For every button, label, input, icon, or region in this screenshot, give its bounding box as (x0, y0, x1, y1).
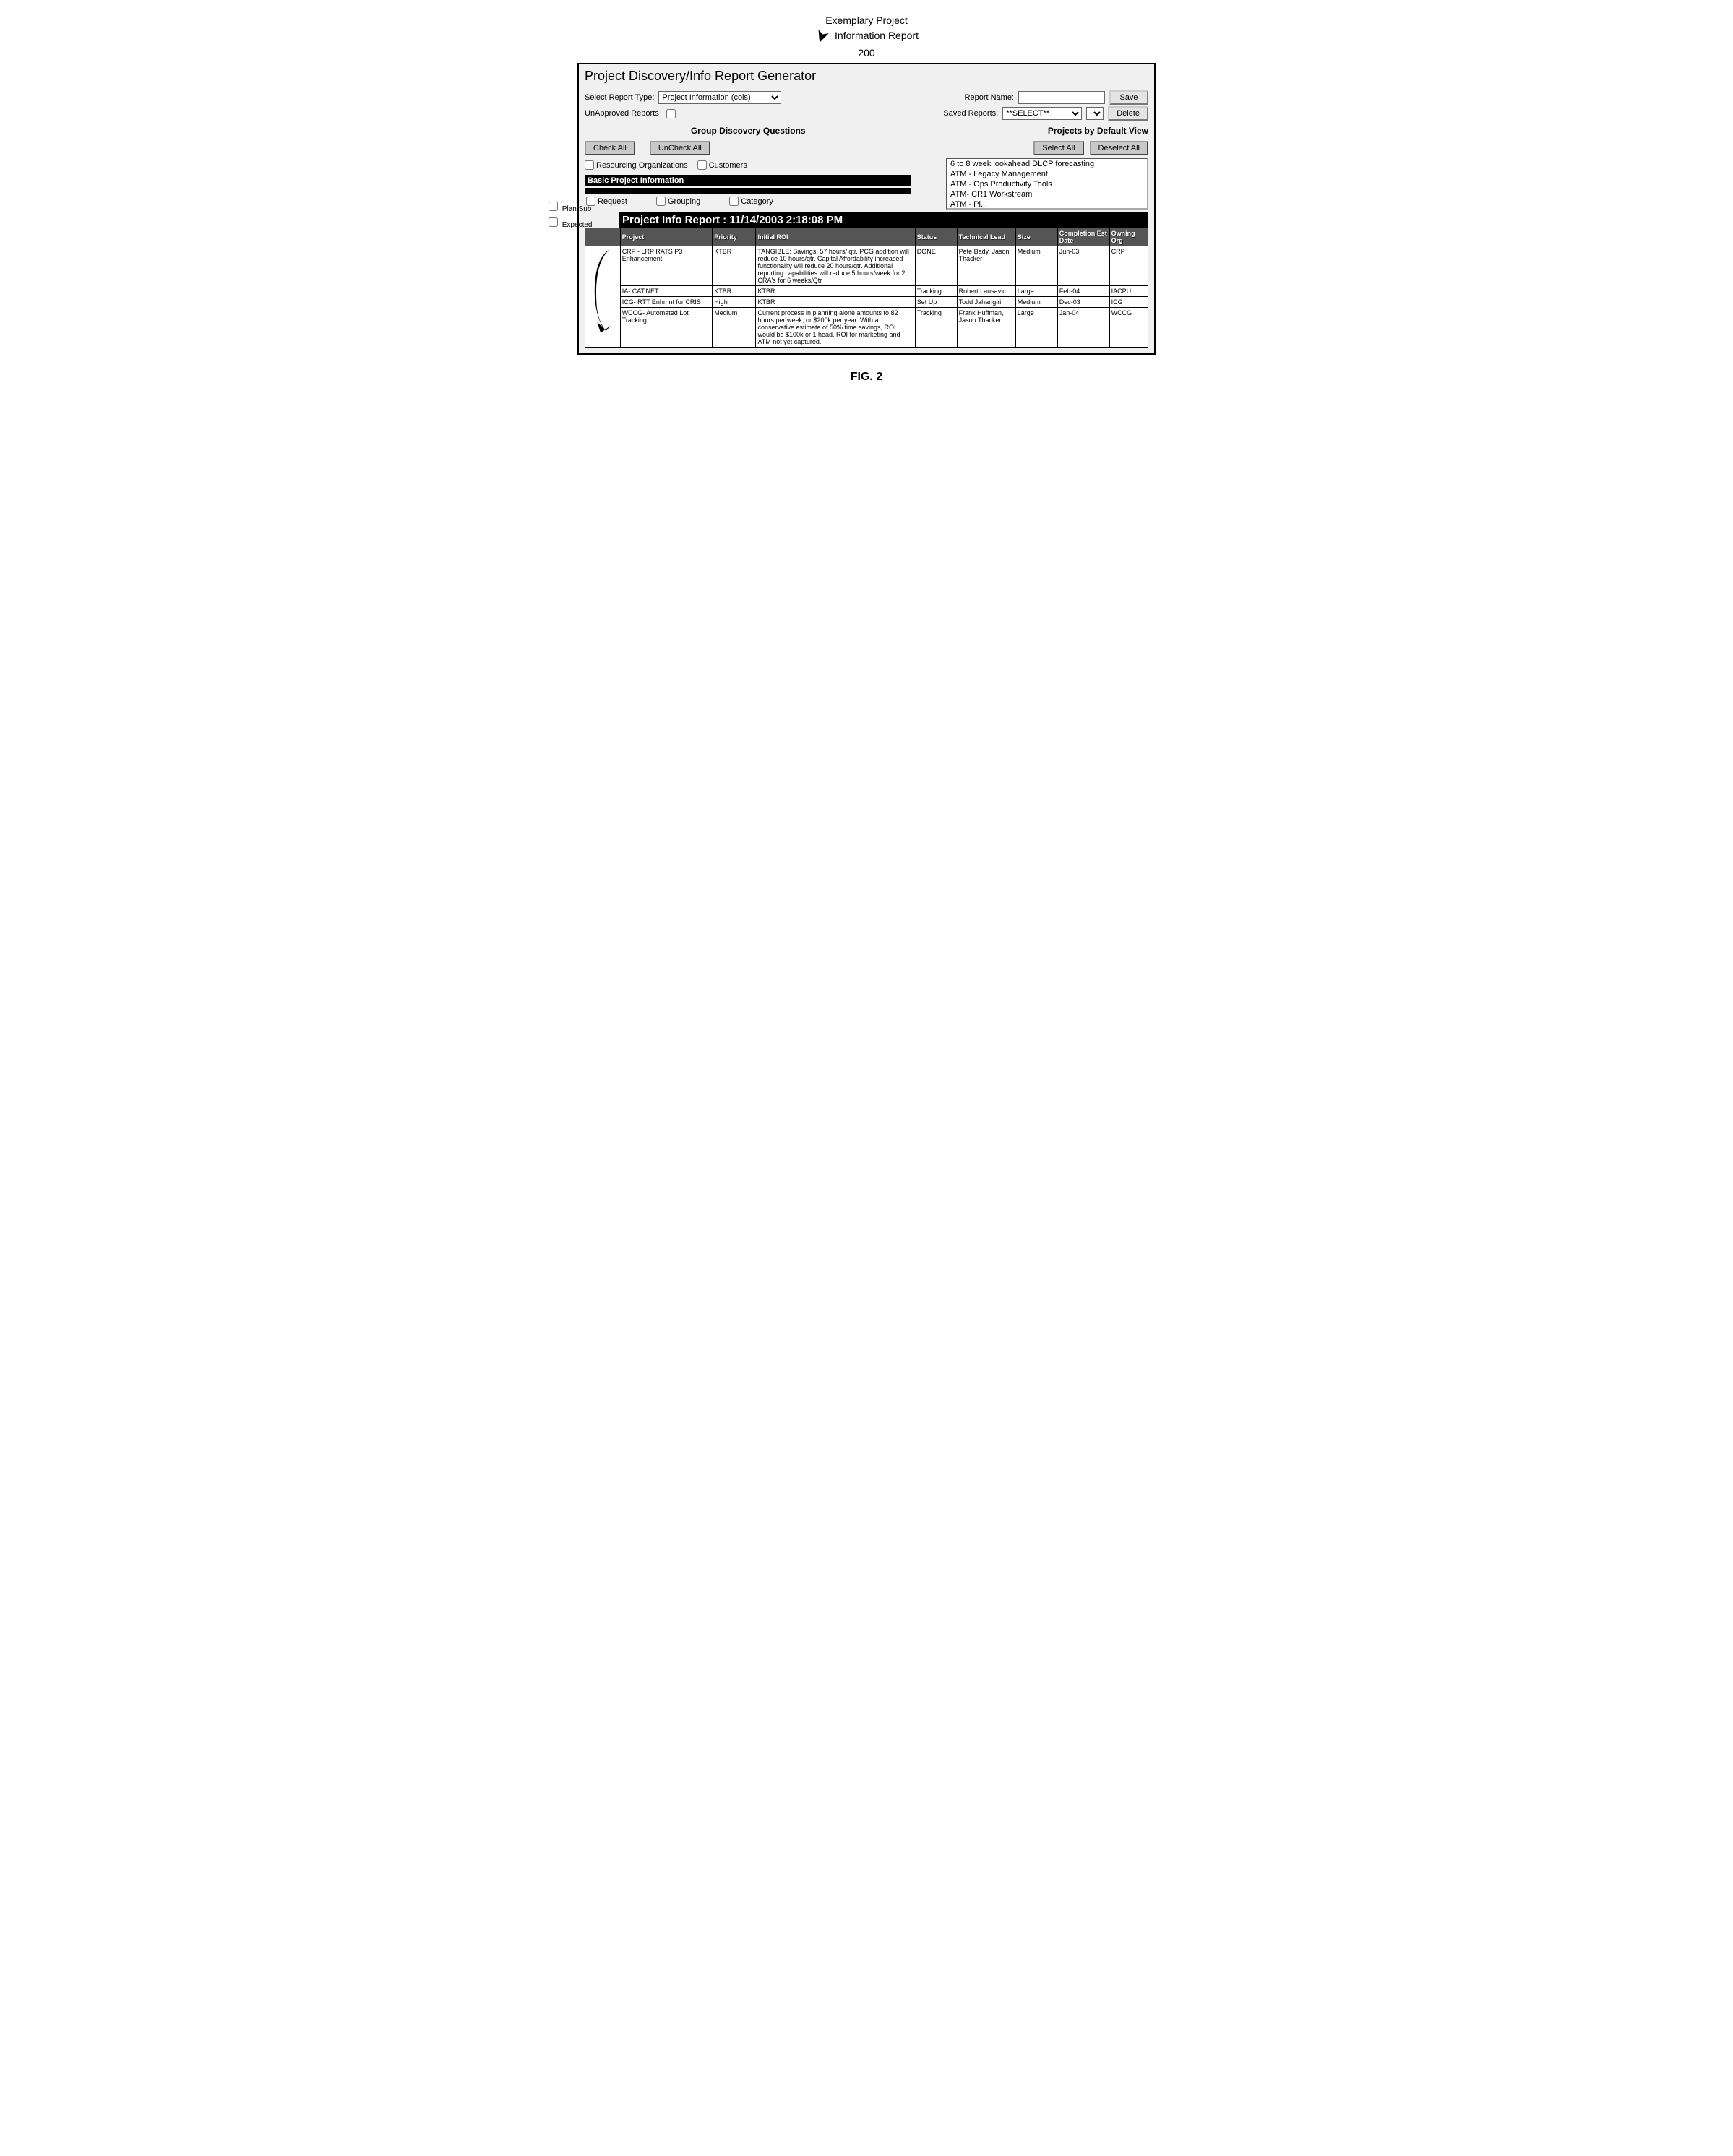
cell-lead: Pete Bady, Jason Thacker (957, 246, 1015, 286)
basic-project-info-band: Basic Project Information (585, 175, 911, 186)
report-header-band: Project Info Report : 11/14/2003 2:18:08… (619, 212, 1148, 228)
grouping-checkbox[interactable] (656, 197, 666, 206)
th-status: Status (915, 228, 957, 246)
report-generator-window: Project Discovery/Info Report Generator … (577, 63, 1156, 355)
report-timestamp: 11/14/2003 2:18:08 PM (729, 214, 843, 226)
projects-default-view-header: Projects by Default View (1048, 126, 1148, 136)
th-roi: Initial ROI (756, 228, 915, 246)
cell-status: DONE (915, 246, 957, 286)
cell-org: CRP (1109, 246, 1148, 286)
cell-completion: Jun-03 (1057, 246, 1109, 286)
list-item[interactable]: ATM - Legacy Management (947, 169, 1147, 179)
window-title: Project Discovery/Info Report Generator (585, 67, 1148, 87)
cell-project: WCCG- Automated Lot Tracking (620, 308, 713, 348)
cell-project: ICG- RTT Enhmnt for CRIS (620, 297, 713, 308)
report-name-label: Report Name: (965, 93, 1014, 102)
saved-reports-dropdown[interactable]: **SELECT** (1002, 107, 1082, 120)
cell-size: Large (1015, 286, 1057, 297)
cell-priority: KTBR (713, 246, 756, 286)
customers-label: Customers (709, 161, 747, 170)
cell-org: ICG (1109, 297, 1148, 308)
select-report-type-dropdown[interactable]: Project Information (cols) (658, 91, 781, 104)
th-project: Project (620, 228, 713, 246)
report-table: Project Priority Initial ROI Status Tech… (585, 228, 1148, 348)
list-item[interactable]: ATM - Pi... (947, 199, 1147, 210)
cell-completion: Dec-03 (1057, 297, 1109, 308)
list-item[interactable]: 6 to 8 week lookahead DLCP forecasting (947, 159, 1147, 169)
cell-lead: Robert Lausavic (957, 286, 1015, 297)
list-item[interactable]: ATM- CR1 Workstream (947, 189, 1147, 199)
figure-top-num: 200 (14, 47, 1719, 59)
category-checkbox[interactable] (729, 197, 739, 206)
unapproved-reports-checkbox[interactable] (666, 109, 676, 118)
cell-size: Medium (1015, 246, 1057, 286)
deselect-all-button[interactable]: Deselect All (1090, 141, 1148, 155)
figure-top-line2: Information Report (835, 30, 919, 41)
th-priority: Priority (713, 228, 756, 246)
request-label: Request (598, 197, 627, 206)
report-title-prefix: Project Info Report : (622, 214, 726, 226)
cell-roi: Current process in planning alone amount… (756, 308, 915, 348)
figure-top-line1: Exemplary Project (14, 14, 1719, 26)
cell-status: Tracking (915, 286, 957, 297)
cell-status: Set Up (915, 297, 957, 308)
swoosh-cell (585, 246, 621, 348)
cell-org: WCCG (1109, 308, 1148, 348)
table-row: IA- CAT.NET KTBR KTBR Tracking Robert La… (585, 286, 1148, 297)
check-all-button[interactable]: Check All (585, 141, 635, 155)
th-org: Owning Org (1109, 228, 1148, 246)
expected-label: Expected (562, 221, 593, 229)
cell-status: Tracking (915, 308, 957, 348)
list-item[interactable]: ATM - Ops Productivity Tools (947, 179, 1147, 189)
plan-sub-checkbox[interactable] (549, 202, 558, 211)
cell-roi: KTBR (756, 286, 915, 297)
th-lead: Technical Lead (957, 228, 1015, 246)
cell-priority: Medium (713, 308, 756, 348)
cell-completion: Jan-04 (1057, 308, 1109, 348)
save-button[interactable]: Save (1109, 90, 1148, 105)
cell-priority: High (713, 297, 756, 308)
saved-reports-label: Saved Reports: (943, 109, 998, 118)
cell-org: IACPU (1109, 286, 1148, 297)
select-all-button[interactable]: Select All (1033, 141, 1083, 155)
unapproved-reports-label: UnApproved Reports (585, 109, 659, 118)
figure-caption: FIG. 2 (14, 371, 1719, 384)
cell-roi: KTBR (756, 297, 915, 308)
table-row: WCCG- Automated Lot Tracking Medium Curr… (585, 308, 1148, 348)
cell-completion: Feb-04 (1057, 286, 1109, 297)
cell-lead: Todd Jahangiri (957, 297, 1015, 308)
uncheck-all-button[interactable]: UnCheck All (650, 141, 710, 155)
customers-checkbox[interactable] (697, 160, 707, 170)
arrow-icon: ➤ (809, 26, 834, 47)
figure-top-label: Exemplary Project ➤ Information Report 2… (14, 14, 1719, 59)
group-discovery-header: Group Discovery Questions (585, 126, 911, 136)
cutoff-checkboxes: Plan Sub Expected (546, 199, 592, 231)
resourcing-orgs-checkbox[interactable] (585, 160, 594, 170)
saved-reports-extra-dropdown[interactable] (1086, 107, 1104, 120)
cell-project: IA- CAT.NET (620, 286, 713, 297)
delete-button[interactable]: Delete (1108, 106, 1148, 121)
plan-sub-label: Plan Sub (562, 205, 592, 213)
select-report-type-label: Select Report Type: (585, 93, 654, 102)
resourcing-orgs-label: Resourcing Organizations (596, 161, 688, 170)
expected-checkbox[interactable] (549, 217, 558, 227)
th-size: Size (1015, 228, 1057, 246)
cell-roi: TANGIBLE: Savings: 57 hours/ qtr. PCG ad… (756, 246, 915, 286)
cell-lead: Frank Huffman, Jason Thacker (957, 308, 1015, 348)
cell-size: Medium (1015, 297, 1057, 308)
swoosh-icon (587, 248, 617, 335)
table-row: ICG- RTT Enhmnt for CRIS High KTBR Set U… (585, 297, 1148, 308)
cell-project: CRP - LRP RATS P3 Enhancement (620, 246, 713, 286)
projects-listbox[interactable]: 6 to 8 week lookahead DLCP forecasting A… (946, 158, 1148, 210)
report-name-input[interactable] (1018, 91, 1105, 104)
cell-size: Large (1015, 308, 1057, 348)
th-completion: Completion Est Date (1057, 228, 1109, 246)
table-row: CRP - LRP RATS P3 Enhancement KTBR TANGI… (585, 246, 1148, 286)
cell-priority: KTBR (713, 286, 756, 297)
grouping-label: Grouping (668, 197, 700, 206)
category-label: Category (741, 197, 773, 206)
